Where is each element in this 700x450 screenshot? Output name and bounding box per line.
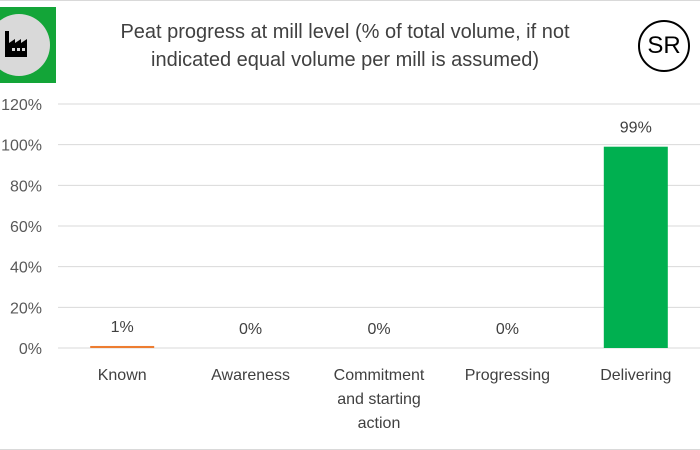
y-tick-label: 80% bbox=[10, 178, 42, 195]
chart-title-line-1: Peat progress at mill level (% of total … bbox=[120, 21, 570, 43]
data-label: 0% bbox=[496, 321, 519, 338]
x-tick-label: Commitment bbox=[334, 367, 425, 384]
bar bbox=[90, 345, 155, 348]
factory-badge bbox=[0, 7, 56, 83]
sr-badge: SR bbox=[638, 20, 690, 72]
factory-badge-circle bbox=[0, 14, 50, 76]
y-tick-label: 0% bbox=[19, 341, 42, 358]
data-label: 0% bbox=[239, 321, 262, 338]
factory-icon bbox=[5, 31, 27, 57]
x-tick-label: Awareness bbox=[211, 367, 290, 384]
x-tick-label: action bbox=[358, 415, 401, 432]
x-tick-label: and starting bbox=[337, 391, 421, 408]
data-label: 0% bbox=[367, 321, 390, 338]
y-tick-label: 100% bbox=[1, 138, 42, 155]
bar bbox=[603, 146, 668, 348]
y-tick-label: 40% bbox=[10, 260, 42, 277]
x-tick-label: Delivering bbox=[600, 367, 671, 384]
x-tick-label: Known bbox=[98, 367, 147, 384]
chart-title: Peat progress at mill level (% of total … bbox=[75, 18, 615, 74]
data-label: 1% bbox=[111, 319, 134, 336]
y-tick-label: 60% bbox=[10, 219, 42, 236]
data-label: 99% bbox=[620, 120, 652, 137]
x-tick-label: Progressing bbox=[465, 367, 550, 384]
chart-title-line-2: indicated equal volume per mill is assum… bbox=[151, 49, 539, 71]
y-tick-label: 120% bbox=[1, 97, 42, 114]
y-tick-label: 20% bbox=[10, 300, 42, 317]
